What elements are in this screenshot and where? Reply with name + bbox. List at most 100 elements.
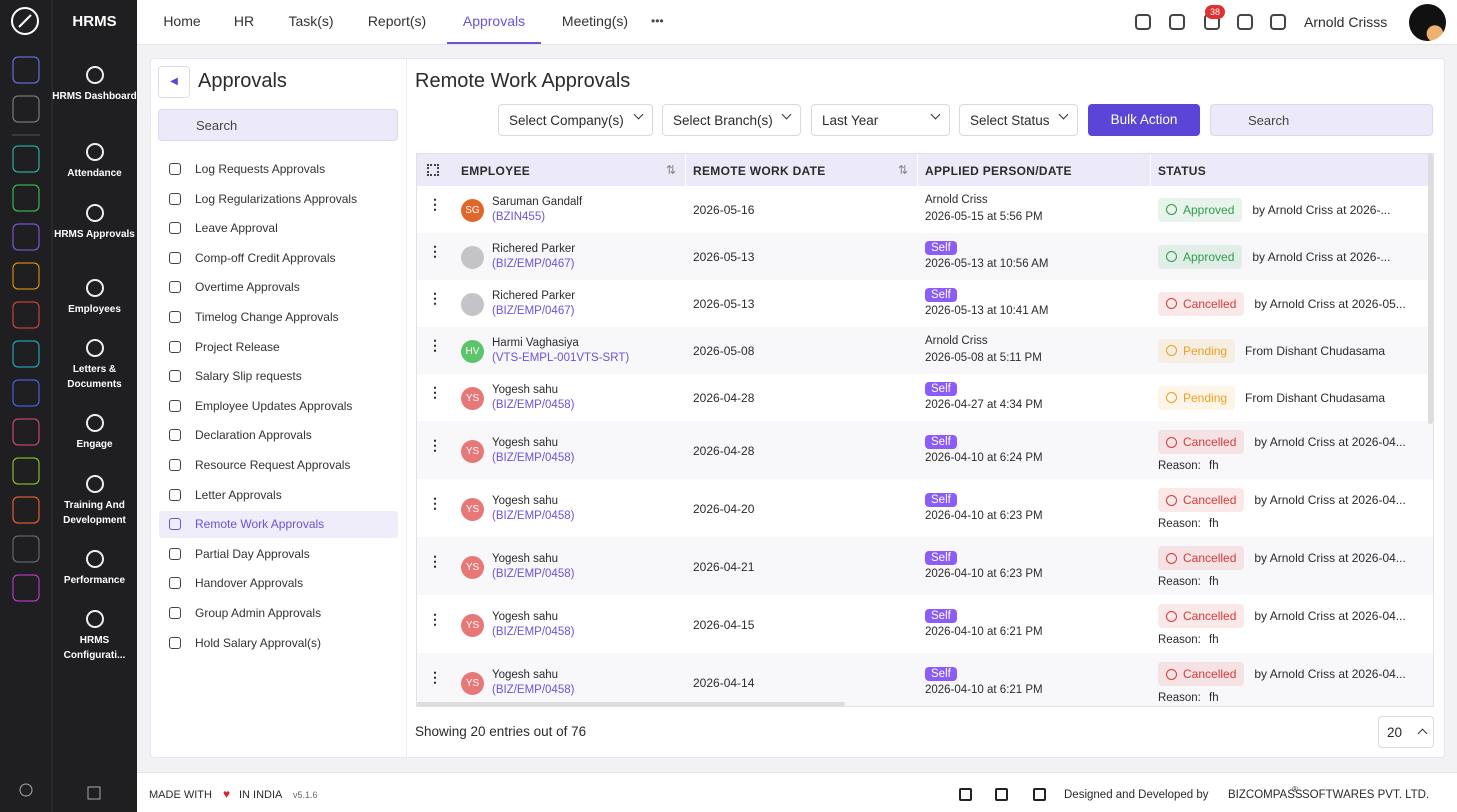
rail-nav-item[interactable]: Training And Development — [52, 475, 137, 528]
sidebar-item[interactable]: Group Admin Approvals — [159, 600, 398, 627]
sidebar-item[interactable]: Salary Slip requests — [159, 363, 398, 390]
status-chip[interactable]: Cancelled — [1158, 430, 1245, 454]
table-row[interactable]: ⋮ YS Yogesh sahu (BIZ/EMP/0458) 2026-04-28 Se… — [417, 421, 1433, 479]
column-header[interactable]: REMOTE WORK DATE — [693, 164, 826, 178]
rail-nav-item[interactable]: HRMS Approvals — [52, 204, 137, 242]
status-chip[interactable]: Pending — [1158, 385, 1236, 410]
rail-nav-item[interactable]: Employees — [52, 279, 137, 317]
column-header[interactable]: EMPLOYEE — [461, 164, 531, 178]
sidebar-icon — [169, 488, 181, 501]
employee-name: Yogesh sahu — [492, 553, 559, 565]
sidebar-search[interactable]: Search — [158, 109, 398, 141]
row-menu[interactable]: ⋮ — [428, 553, 442, 569]
row-menu[interactable]: ⋮ — [428, 242, 442, 259]
rail-nav-item[interactable]: HRMS Dashboard — [52, 66, 137, 104]
table-row[interactable]: ⋮ SG Saruman Gandalf (BZIN455) 2026-05-16 Arn… — [417, 186, 1433, 233]
table-header: EMPLOYEE ⇅ REMOTE WORK DATE ⇅ APPLIED PERSON… — [417, 154, 1433, 186]
reason: fh — [1209, 460, 1219, 472]
row-menu[interactable]: ⋮ — [428, 195, 442, 212]
table-row[interactable]: ⋮ Richered Parker (BIZ/EMP/0467) 2026-05-13… — [417, 280, 1433, 327]
row-menu[interactable]: ⋮ — [428, 611, 442, 627]
more-menu[interactable]: ••• — [651, 14, 664, 28]
table-row[interactable]: ⋮ YS Yogesh sahu (BIZ/EMP/0458) 2026-04-21 Se… — [417, 537, 1433, 595]
table-row[interactable]: ⋮ YS Yogesh sahu (BIZ/EMP/0458) 2026-04-28 Se… — [417, 374, 1433, 421]
filter-select[interactable]: Last Year — [811, 104, 950, 136]
notification-badge[interactable]: 38 — [1205, 5, 1226, 19]
top-icon[interactable] — [1169, 14, 1185, 30]
sidebar-item[interactable]: Timelog Change Approvals — [159, 304, 398, 331]
sidebar-item[interactable]: Letter Approvals — [159, 482, 398, 509]
status-chip[interactable]: Approved — [1158, 197, 1243, 222]
sidebar-item[interactable]: Log Regularizations Approvals — [159, 186, 398, 213]
status-by: by Arnold Criss at 2026-04... — [1254, 493, 1406, 507]
sidebar-item[interactable]: Overtime Approvals — [159, 274, 398, 301]
rail-nav-item[interactable]: Engage — [52, 414, 137, 452]
row-menu[interactable]: ⋮ — [428, 336, 442, 353]
table-row[interactable]: ⋮ YS Yogesh sahu (BIZ/EMP/0458) 2026-04-15 Se… — [417, 595, 1433, 653]
status-chip[interactable]: Pending — [1158, 338, 1236, 363]
top-icon[interactable] — [1270, 14, 1286, 30]
sidebar-item[interactable]: Log Requests Approvals — [159, 156, 398, 183]
row-menu[interactable]: ⋮ — [428, 669, 442, 685]
top-nav-item[interactable]: Home — [163, 13, 201, 29]
filter-select[interactable]: Select Company(s) — [498, 104, 653, 136]
column-toggle[interactable] — [427, 164, 439, 176]
footer-icon[interactable] — [1033, 788, 1046, 801]
bulk-action-button[interactable]: Bulk Action — [1088, 104, 1200, 136]
page-size-select[interactable]: 20 — [1378, 716, 1434, 748]
sidebar-item[interactable]: Partial Day Approvals — [159, 541, 398, 568]
back-button[interactable]: ◀ — [158, 66, 190, 98]
table-row[interactable]: ⋮ YS Yogesh sahu (BIZ/EMP/0458) 2026-04-14 Se… — [417, 653, 1433, 706]
top-nav-item[interactable]: Task(s) — [288, 13, 334, 29]
top-icon[interactable] — [1237, 14, 1253, 30]
user-name[interactable]: Arnold Crisss — [1304, 14, 1388, 30]
sidebar-item[interactable]: Declaration Approvals — [159, 422, 398, 449]
row-menu[interactable]: ⋮ — [428, 383, 442, 400]
avatar: YS — [461, 556, 484, 579]
rail-nav-item[interactable]: HRMS Configurati... — [52, 610, 137, 663]
sidebar-item[interactable]: Comp-off Credit Approvals — [159, 245, 398, 272]
rail-nav-item[interactable]: Attendance — [52, 143, 137, 181]
sidebar-item[interactable]: Employee Updates Approvals — [159, 393, 398, 420]
filter-select[interactable]: Select Branch(s) — [662, 104, 801, 136]
row-menu[interactable]: ⋮ — [428, 437, 442, 453]
rail-nav-item[interactable]: Letters & Documents — [52, 339, 137, 392]
status-icon — [1166, 610, 1177, 622]
row-menu[interactable]: ⋮ — [428, 495, 442, 511]
user-avatar[interactable] — [1409, 4, 1446, 41]
content-search[interactable]: Search — [1210, 104, 1433, 136]
status-chip[interactable]: Cancelled — [1158, 546, 1245, 570]
top-nav-item[interactable]: Meeting(s) — [561, 13, 629, 29]
status-chip[interactable]: Approved — [1158, 244, 1243, 269]
footer-icon[interactable] — [995, 788, 1008, 801]
top-nav-item[interactable]: Report(s) — [367, 13, 427, 29]
table-row[interactable]: ⋮ YS Yogesh sahu (BIZ/EMP/0458) 2026-04-20 Se… — [417, 479, 1433, 537]
sidebar-item[interactable]: Project Release — [159, 334, 398, 361]
sidebar-icon — [169, 281, 181, 294]
sidebar-item[interactable]: Remote Work Approvals — [159, 511, 398, 539]
status-chip[interactable]: Cancelled — [1158, 604, 1245, 628]
sidebar-item[interactable]: Handover Approvals — [159, 570, 398, 597]
applied-date: 2026-04-10 at 6:23 PM — [925, 510, 1043, 522]
status-chip[interactable]: Cancelled — [1158, 662, 1245, 686]
sidebar-item[interactable]: Resource Request Approvals — [159, 452, 398, 479]
table-row[interactable]: ⋮ Richered Parker (BIZ/EMP/0467) 2026-05-13… — [417, 233, 1433, 280]
top-icon[interactable] — [1135, 14, 1151, 30]
self-badge: Self — [925, 287, 957, 302]
reason-label: Reason: — [1158, 460, 1201, 472]
rail-nav-item[interactable]: Performance — [52, 550, 137, 588]
table-row[interactable]: ⋮ HV Harmi Vaghasiya (VTS-EMPL-001VTS-SRT) 2… — [417, 327, 1433, 374]
status-by: by Arnold Criss at 2026-04... — [1254, 609, 1406, 623]
sidebar-item[interactable]: Leave Approval — [159, 215, 398, 242]
sidebar-item[interactable]: Hold Salary Approval(s) — [159, 630, 398, 657]
footer-icon[interactable] — [959, 788, 972, 801]
top-nav-item[interactable]: HR — [233, 13, 255, 29]
row-menu[interactable]: ⋮ — [428, 289, 442, 306]
filter-select[interactable]: Select Status — [959, 104, 1078, 136]
status-chip[interactable]: Cancelled — [1158, 291, 1245, 316]
top-nav-item[interactable]: Approvals — [462, 13, 526, 29]
status-chip[interactable]: Cancelled — [1158, 488, 1245, 512]
search-placeholder: Search — [196, 118, 238, 133]
employee-code: (BIZ/EMP/0467) — [492, 257, 575, 270]
reason-label: Reason: — [1158, 634, 1201, 646]
